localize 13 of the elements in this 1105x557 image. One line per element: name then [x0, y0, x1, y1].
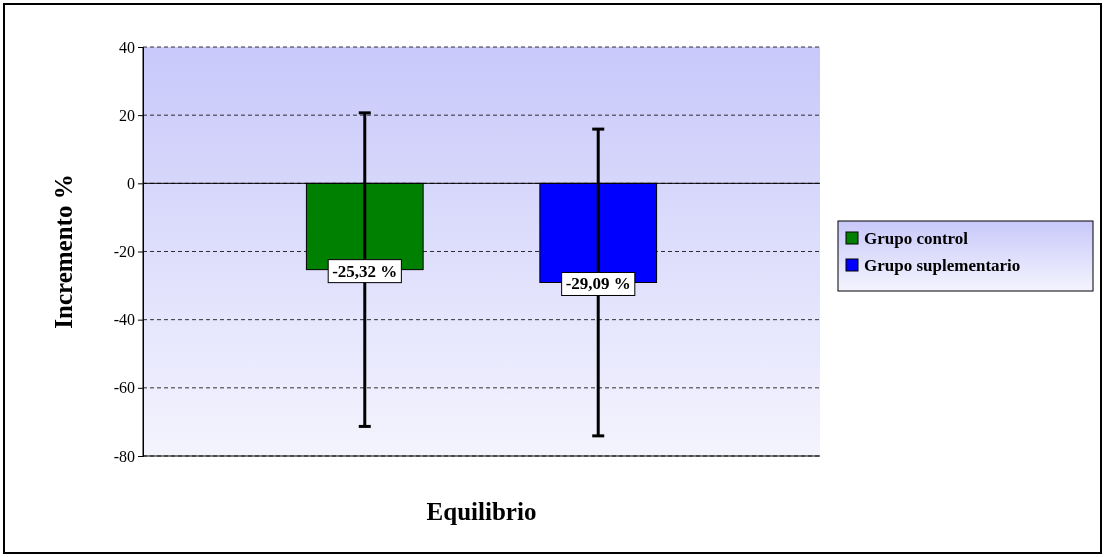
y-tick-label: 40 — [119, 38, 135, 56]
y-tick-label: 20 — [119, 106, 135, 124]
legend-label: Grupo suplementario — [864, 256, 1021, 275]
y-tick-label: -40 — [113, 311, 135, 329]
y-tick-label: 0 — [127, 174, 135, 192]
y-tick-label: -80 — [113, 447, 135, 465]
legend-label: Grupo control — [864, 229, 969, 248]
data-label: -29,09 % — [565, 274, 631, 294]
x-axis-title: Equilibrio — [426, 498, 537, 525]
y-axis-title: Incremento % — [50, 174, 77, 329]
y-tick-label: -60 — [113, 379, 135, 397]
data-label: -25,32 % — [332, 261, 398, 281]
y-tick-label: -20 — [113, 243, 135, 261]
